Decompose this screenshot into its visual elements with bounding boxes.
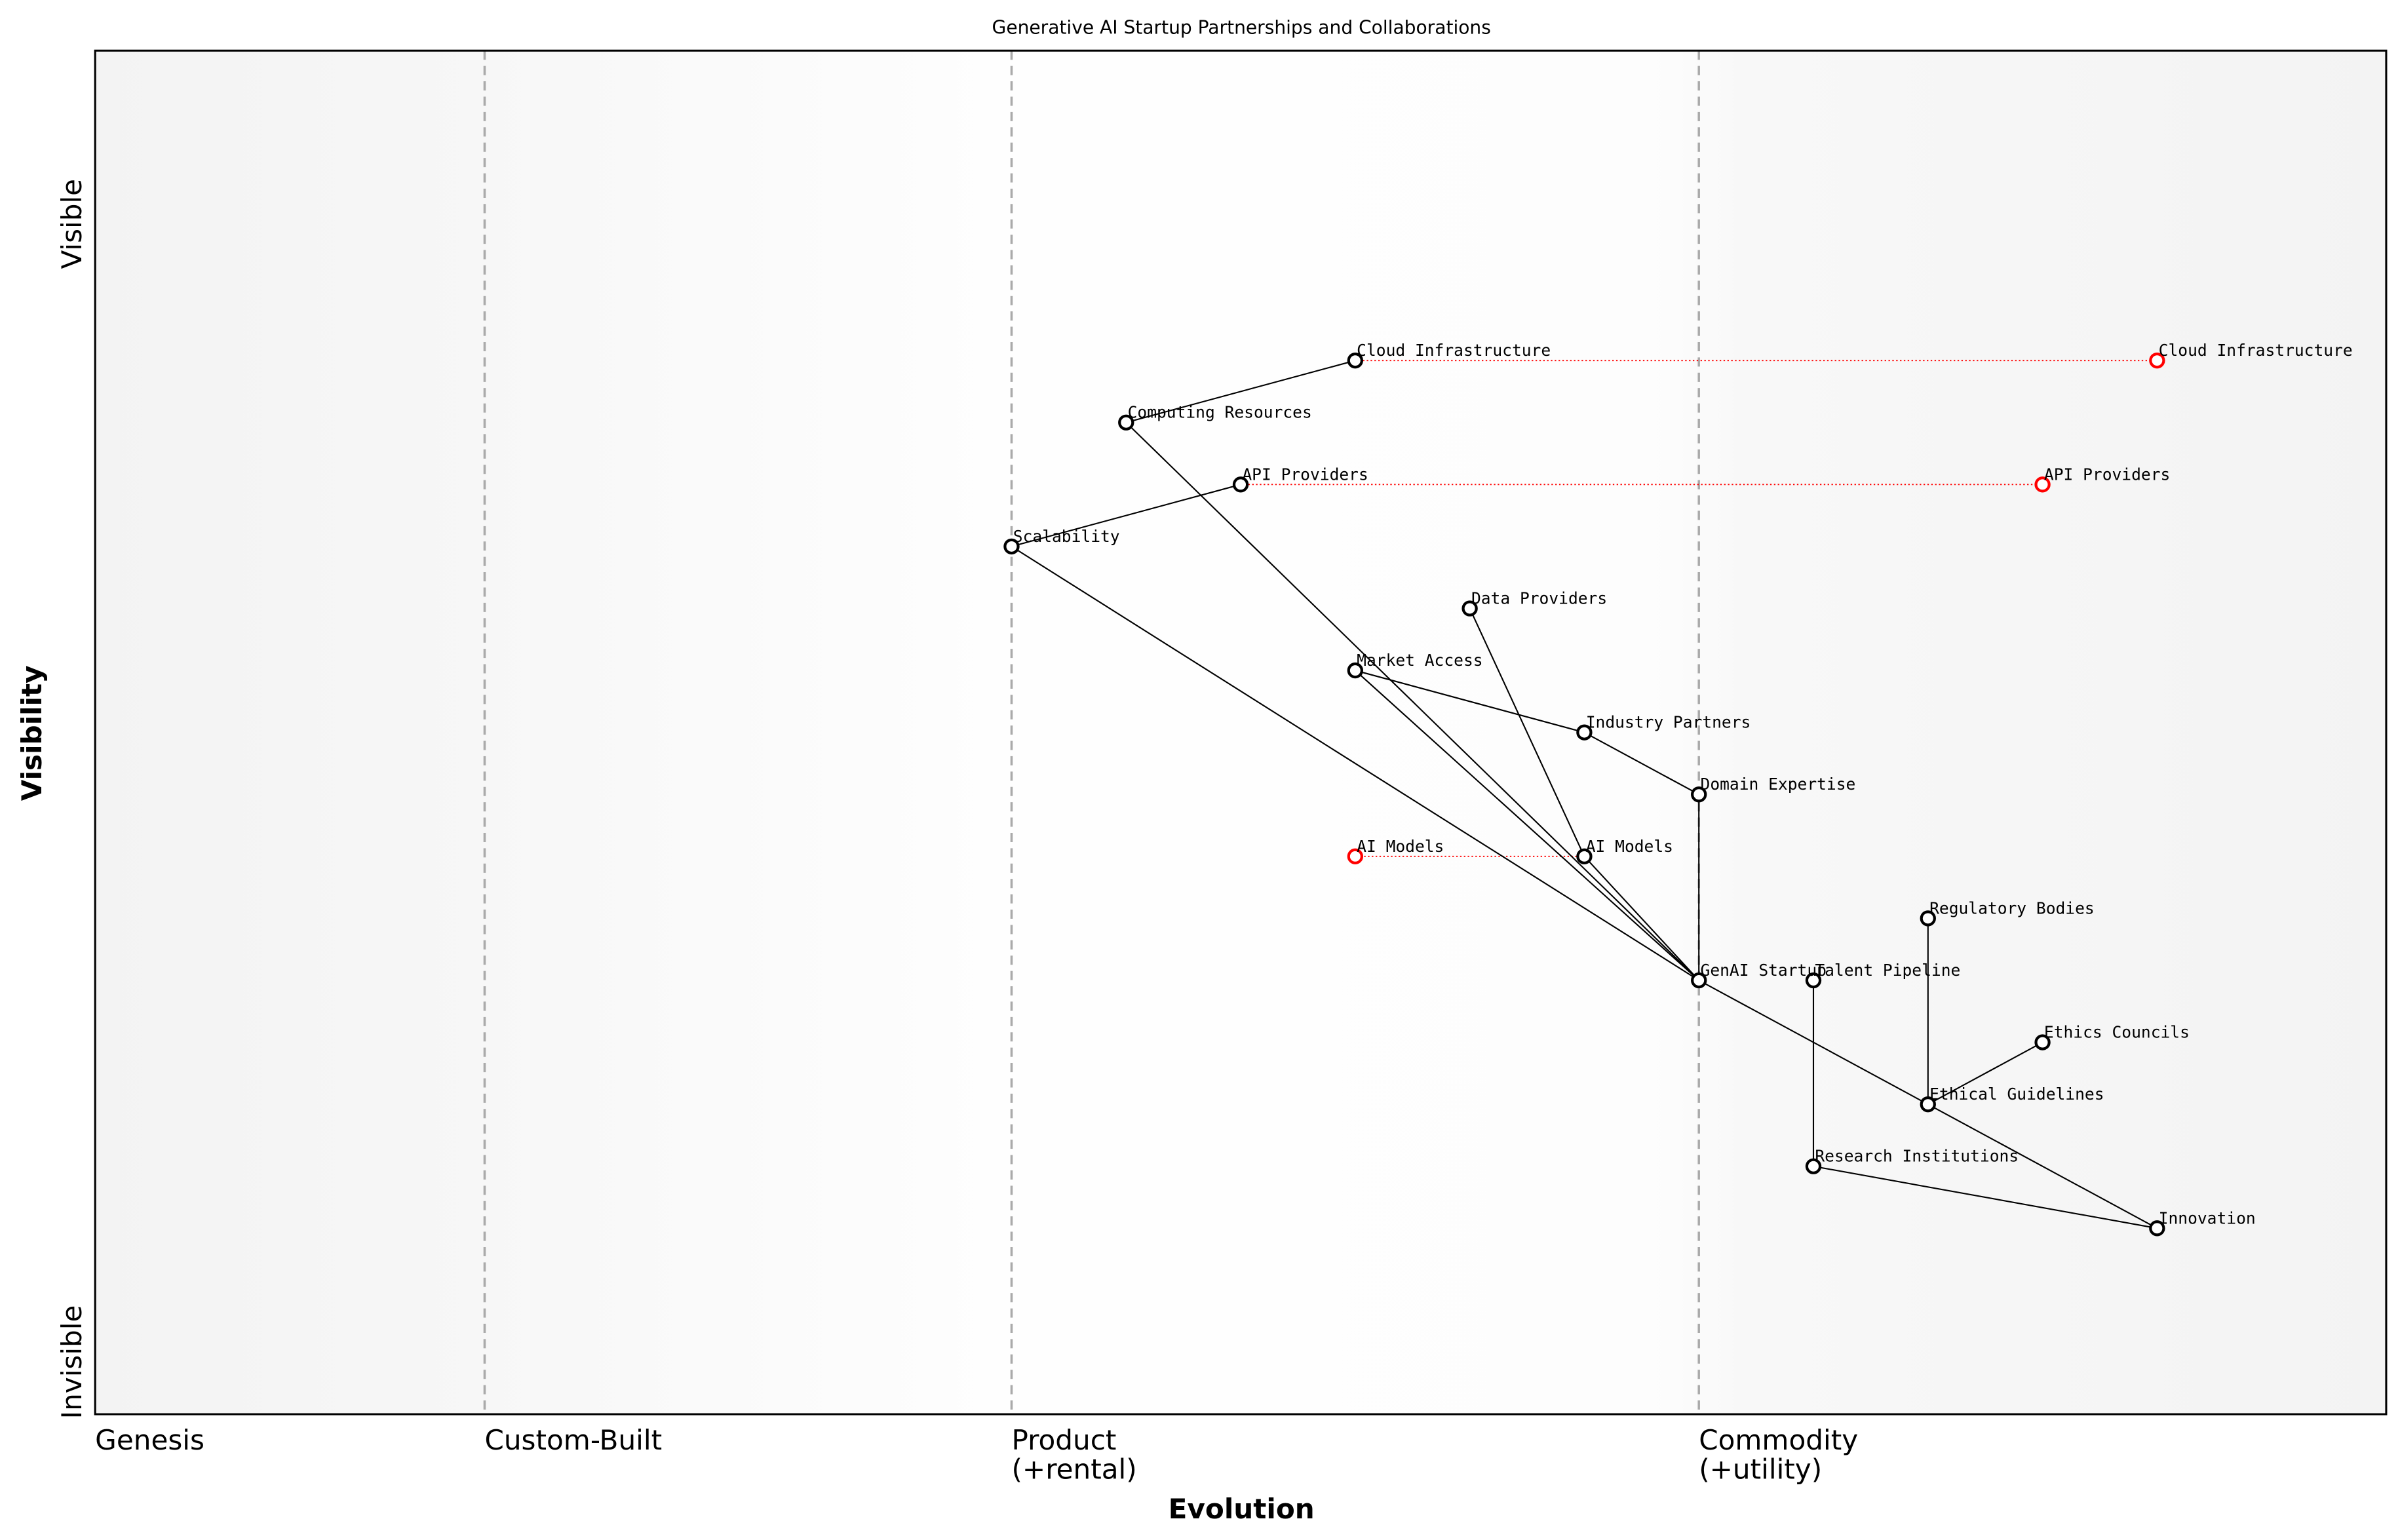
stage-label: Commodity (+utility) — [1699, 1424, 1858, 1485]
y-bottom-label: Invisible — [56, 1305, 88, 1419]
component-node — [1347, 662, 1364, 679]
component-node — [1347, 352, 1364, 369]
component-node — [1576, 724, 1593, 741]
component-label: Cloud Infrastructure — [1357, 341, 1551, 360]
evolved-component-node — [2149, 352, 2165, 369]
component-node — [2149, 1220, 2165, 1237]
evolved-component-node — [1347, 848, 1364, 864]
component-label: Scalability — [1013, 527, 1120, 546]
dependency-link — [1125, 421, 1699, 981]
component-label: Ethics Councils — [2044, 1023, 2190, 1042]
dependency-link — [1125, 360, 1356, 423]
evolved-component-label: API Providers — [2044, 465, 2170, 484]
component-node — [1920, 910, 1936, 927]
component-label: Domain Expertise — [1701, 775, 1856, 794]
component-label: GenAI Startup — [1701, 961, 1827, 980]
component-label: Research Institutions — [1815, 1147, 2019, 1166]
dependency-link — [1355, 670, 1585, 733]
plot-frame — [94, 49, 2388, 1415]
component-node — [1118, 414, 1134, 431]
dependency-link — [1927, 1041, 2043, 1106]
component-node — [1805, 1158, 1822, 1174]
component-node — [1232, 476, 1249, 493]
dependency-link — [1583, 731, 1699, 796]
component-node — [1003, 538, 1020, 555]
x-axis-label: Evolution — [1169, 1493, 1315, 1525]
component-label: Talent Pipeline — [1815, 961, 1960, 980]
component-label: API Providers — [1242, 465, 1368, 484]
component-node — [1461, 600, 1478, 617]
component-node — [1920, 1096, 1936, 1113]
component-label: Ethical Guidelines — [1929, 1085, 2104, 1104]
dependency-link — [1583, 856, 1699, 981]
component-node — [1691, 786, 1707, 803]
component-label: Innovation — [2159, 1208, 2256, 1227]
dependency-link — [1813, 1165, 2158, 1229]
evolved-component-node — [2034, 476, 2051, 493]
component-label: Industry Partners — [1586, 713, 1751, 732]
plot-background — [95, 50, 2386, 1415]
evolved-component-label: Cloud Infrastructure — [2159, 341, 2353, 360]
component-node — [2034, 1034, 2051, 1050]
component-label: Computing Resources — [1128, 403, 1312, 422]
dependency-link — [1469, 608, 1585, 857]
component-label: Regulatory Bodies — [1929, 898, 2095, 917]
y-axis-label: Visibility — [16, 665, 48, 801]
stage-label: Custom-Built — [484, 1424, 662, 1456]
chart-title: Generative AI Startup Partnerships and C… — [992, 16, 1491, 38]
component-label: Data Providers — [1471, 588, 1607, 607]
stage-label: Genesis — [95, 1424, 204, 1456]
component-node — [1805, 972, 1822, 989]
component-node — [1691, 972, 1707, 989]
component-label: Market Access — [1357, 651, 1482, 670]
component-node — [1576, 848, 1593, 864]
dependency-link — [1927, 1104, 2158, 1229]
dependency-link — [1011, 546, 1699, 981]
dependency-link — [1355, 670, 1699, 981]
evolved-component-label: AI Models — [1357, 837, 1444, 856]
stage-label: Product (+rental) — [1011, 1424, 1136, 1485]
component-label: AI Models — [1586, 837, 1673, 856]
y-top-label: Visible — [56, 179, 88, 269]
dependency-link — [1011, 484, 1241, 547]
